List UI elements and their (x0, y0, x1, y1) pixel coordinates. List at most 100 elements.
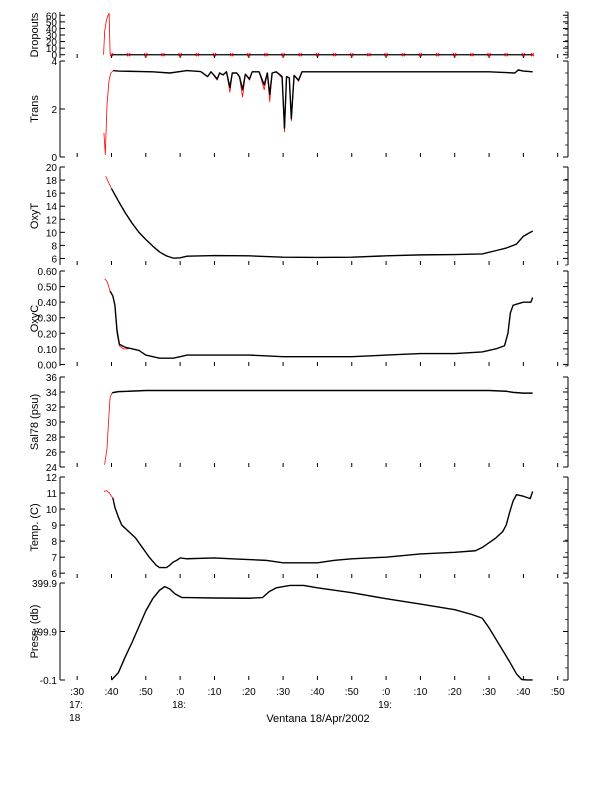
data-marker (126, 52, 131, 57)
x-tick-label: :30 (70, 687, 84, 698)
data-marker (246, 52, 251, 57)
y-tick-label: 0 (51, 153, 57, 164)
y-tick-label: 0.30 (38, 314, 58, 325)
y-tick-label: 20 (46, 163, 58, 174)
data-marker (504, 52, 509, 57)
data-marker (109, 52, 114, 57)
x-tick-label: :50 (551, 687, 565, 698)
panel-2: 0 2 4 Trans (29, 57, 569, 164)
data-marker (384, 52, 388, 57)
x-axis-label: Ventana 18/Apr/2002 (266, 713, 369, 725)
series-line (112, 491, 534, 569)
panel-4: 0.00 0.10 0.20 0.30 0.40 0.50 0.60 OxyC (29, 267, 569, 371)
raw-series-line (103, 490, 114, 499)
x-sub-label: 17: (69, 700, 83, 711)
raw-series-line (104, 392, 113, 465)
y-tick-label: 0 (51, 51, 57, 62)
data-marker (264, 52, 268, 57)
data-marker (487, 52, 491, 57)
x-tick-label: :20 (448, 687, 462, 698)
y-tick-label: 7 (51, 553, 57, 564)
data-marker (452, 52, 457, 57)
y-tick-label: 0.40 (38, 298, 58, 309)
y-tick-label: 20 (46, 38, 58, 49)
series-line (113, 69, 533, 129)
data-marker (229, 52, 234, 57)
panel-5: 24 26 28 30 32 34 36 Sal78 (psu) (29, 373, 569, 474)
y-tick-label: 2 (51, 105, 57, 116)
y-axis-label: Temp. (C) (29, 503, 41, 551)
y-axis-label: Press. (db) (29, 605, 41, 659)
y-tick-label: 34 (46, 388, 58, 399)
data-marker (332, 52, 337, 57)
x-tick-label: :30 (276, 687, 290, 698)
x-tick-label: :0 (382, 687, 391, 698)
data-marker (143, 52, 148, 57)
y-tick-label: 0.60 (38, 267, 58, 278)
y-tick-label: 18 (46, 176, 58, 187)
y-tick-label: 11 (47, 489, 58, 500)
data-marker (435, 52, 440, 57)
y-tick-label: 16 (46, 189, 58, 200)
chart-panels: 0102030405060Dropouts024Trans68101214161… (29, 11, 569, 687)
y-tick-label: 14 (46, 202, 58, 213)
x-tick-label: :0 (176, 687, 185, 698)
x-tick-label: :20 (242, 687, 256, 698)
y-tick-label: 12 (46, 215, 58, 226)
x-tick-label: :50 (139, 687, 153, 698)
raw-series-line (103, 69, 533, 156)
y-tick-label: 32 (46, 403, 58, 414)
y-tick-label: 4 (51, 57, 57, 68)
data-marker (521, 52, 526, 57)
data-marker (401, 52, 406, 57)
y-tick-label: 30 (46, 418, 58, 429)
y-tick-label: 50 (46, 18, 58, 29)
y-tick-label: 0.50 (38, 283, 58, 294)
x-sub-label: 19: (378, 700, 392, 711)
y-tick-label: 10 (46, 505, 58, 516)
y-tick-label: 24 (46, 463, 58, 474)
y-tick-label: 6 (51, 569, 57, 580)
y-tick-label: 0.00 (38, 360, 58, 371)
data-marker (212, 52, 217, 57)
data-marker (470, 52, 474, 57)
data-marker (418, 52, 423, 57)
y-axis-label: OxyT (29, 203, 41, 230)
y-tick-label: 36 (46, 373, 58, 384)
x-tick-label: :30 (482, 687, 496, 698)
y-tick-label: 26 (46, 448, 58, 459)
y-axis-label: OxyC (29, 305, 41, 333)
series-line (112, 389, 533, 394)
data-marker (315, 52, 320, 57)
y-axis-label: Dropouts (29, 12, 41, 57)
y-tick-label: 6 (51, 254, 57, 265)
x-tick-label: :10 (413, 687, 427, 698)
x-sub-label: 18: (172, 700, 186, 711)
y-tick-label: 60 (46, 11, 58, 22)
panel-7: -0.1 199.9 399.9 Press. (db) (29, 579, 569, 687)
data-marker (195, 52, 200, 57)
y-tick-label: 30 (46, 31, 58, 42)
y-axis-label: Sal78 (psu) (29, 394, 41, 450)
y-tick-label: 399.9 (32, 579, 57, 590)
data-marker (349, 52, 354, 57)
y-axis-label: Trans (29, 95, 41, 123)
x-tick-label: :50 (345, 687, 359, 698)
x-sub-label: 18 (69, 713, 81, 724)
data-marker (281, 52, 285, 57)
raw-series-line (104, 278, 129, 350)
series-line (110, 584, 533, 681)
data-marker (161, 52, 165, 57)
x-tick-label: :40 (310, 687, 324, 698)
data-marker (298, 52, 303, 57)
x-tick-label: :40 (105, 687, 119, 698)
data-marker (530, 52, 535, 57)
y-tick-label: 10 (46, 228, 58, 239)
data-marker (367, 52, 371, 57)
panel-6: 6 7 8 9 10 11 12 Temp. (C) (29, 473, 569, 580)
panel-3: 6 8 10 12 14 16 18 20 OxyT (29, 163, 569, 265)
time-axis: :30:40:50:0:10:20:30:40:50:0:10:20:30:40… (69, 687, 565, 724)
y-tick-label: 40 (46, 24, 58, 35)
